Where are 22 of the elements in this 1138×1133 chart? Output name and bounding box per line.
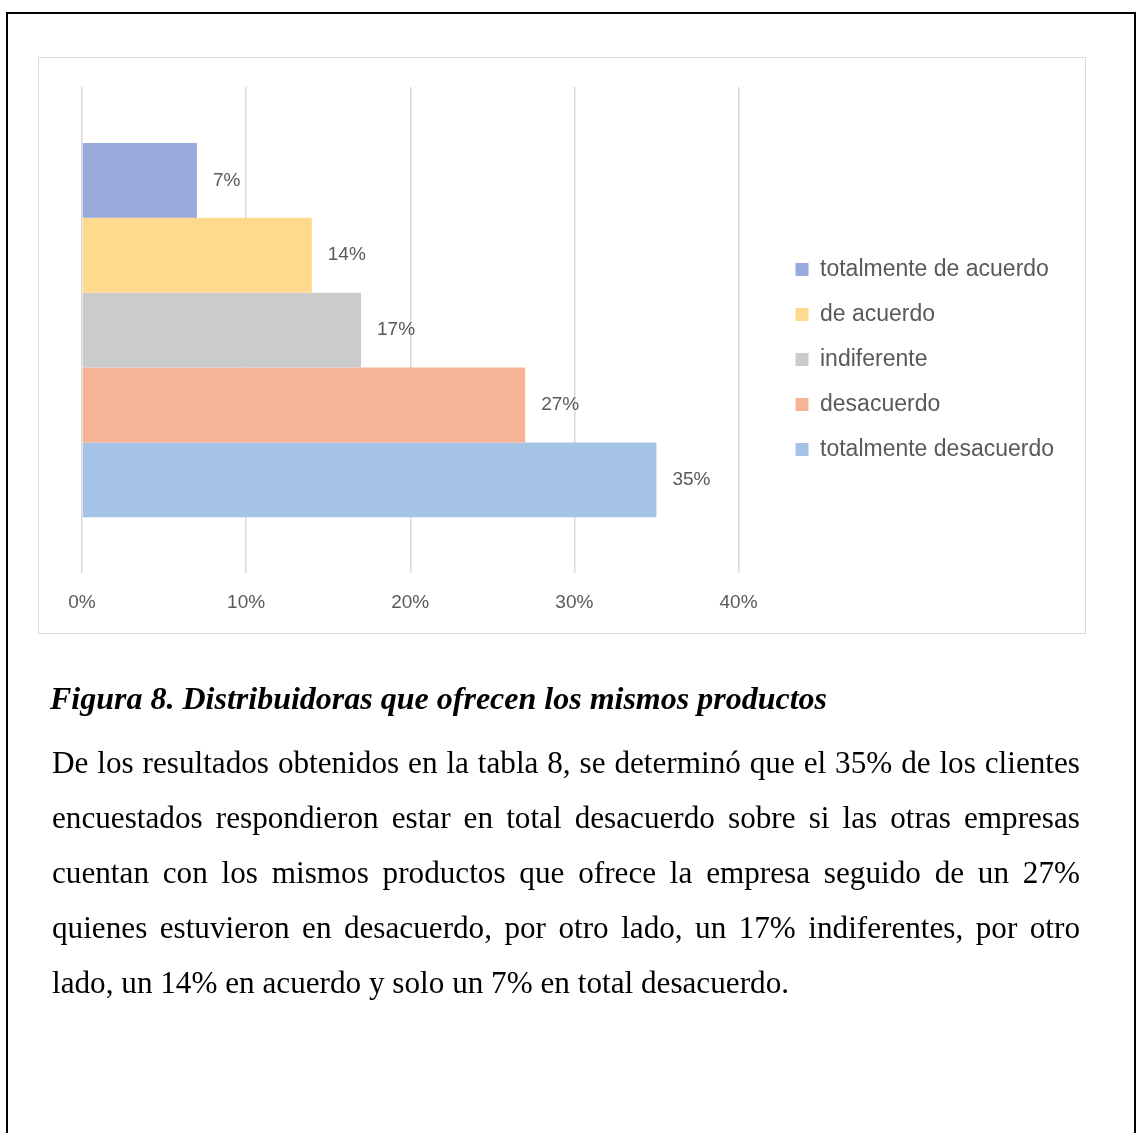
legend-label: totalmente de acuerdo <box>820 254 1049 281</box>
data-label: 17% <box>377 318 416 340</box>
legend-label: totalmente desacuerdo <box>820 434 1055 461</box>
bar <box>82 442 657 518</box>
x-tick-label: 0% <box>68 590 96 612</box>
legend-label: indiferente <box>820 344 928 371</box>
text: De los resultados obtenidos en la tabla 8, se determinó que el 35% de los clientes encuestados respondieron estar en total desacuerdo sobre si las otras empresas cuentan con los mismos productos que ofrece la empresa seguido de un 27% quienes estuvieron en desacuerdo, por otro lado, un 17% indiferentes, por otro lado, un 14% en acuerdo y solo un 7% en total desacuerdo. <box>52 744 1080 1002</box>
data-label: 7% <box>212 168 241 190</box>
bar <box>82 142 197 218</box>
bar <box>82 292 362 368</box>
bar <box>82 217 312 293</box>
x-tick-label: 40% <box>719 590 758 612</box>
legend-label: desacuerdo <box>820 389 941 416</box>
data-label: 27% <box>541 393 580 415</box>
data-label: 35% <box>672 468 711 490</box>
text: Figura 8. Distribuidoras que ofrecen los mismos productos <box>50 679 827 717</box>
legend-label: de acuerdo <box>820 299 936 326</box>
bar <box>82 367 526 443</box>
data-label: 14% <box>327 243 366 265</box>
x-tick-label: 30% <box>555 590 594 612</box>
x-tick-label: 20% <box>391 590 430 612</box>
x-tick-label: 10% <box>227 590 266 612</box>
